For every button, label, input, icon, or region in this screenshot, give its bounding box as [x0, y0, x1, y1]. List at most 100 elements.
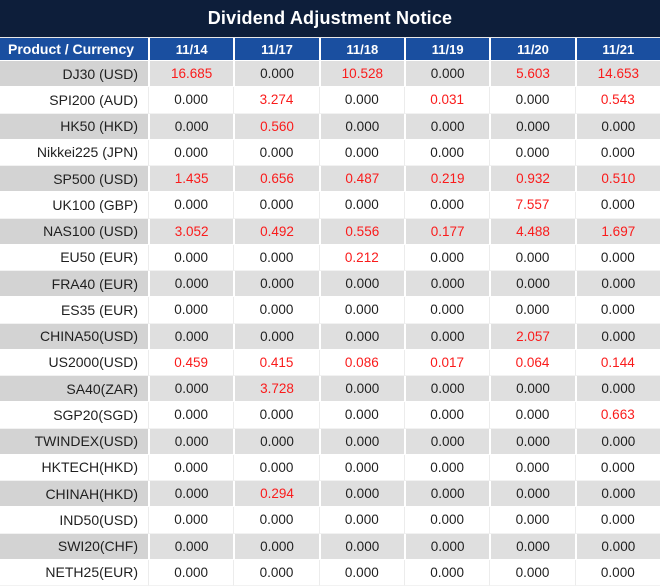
- value-cell: 0.000: [148, 559, 234, 586]
- value-cell: 0.000: [403, 507, 490, 534]
- table-row: HKTECH(HKD) 0.000 0.000 0.000 0.000 0.000 0.00…: [0, 454, 660, 481]
- page-title: Dividend Adjustment Notice: [0, 0, 660, 38]
- value-cell: 3.728: [233, 376, 319, 403]
- value-cell: 0.000: [318, 481, 404, 508]
- column-header-date: 11/17: [233, 38, 319, 61]
- value-cell: 0.000: [574, 271, 660, 298]
- column-header-date: 11/14: [148, 38, 234, 61]
- table-row: CHINA50(USD) 0.000 0.000 0.000 0.000 2.057 0.0…: [0, 323, 660, 350]
- value-cell: 0.000: [489, 139, 575, 166]
- product-cell: SA40(ZAR): [0, 376, 148, 403]
- value-cell: 0.000: [318, 559, 404, 586]
- value-cell: 0.000: [489, 113, 575, 140]
- value-cell: 0.000: [148, 454, 234, 481]
- value-cell: 3.052: [148, 218, 234, 245]
- value-cell: 0.000: [403, 454, 490, 481]
- product-cell: EU50 (EUR): [0, 244, 148, 271]
- value-cell: 0.560: [233, 113, 319, 140]
- value-cell: 0.177: [403, 218, 490, 245]
- table-row: FRA40 (EUR) 0.000 0.000 0.000 0.000 0.000 0.00…: [0, 271, 660, 298]
- value-cell: 0.000: [489, 428, 575, 455]
- value-cell: 1.697: [574, 218, 660, 245]
- value-cell: 0.000: [574, 559, 660, 586]
- value-cell: 0.000: [403, 61, 490, 88]
- table-row: SPI200 (AUD) 0.000 3.274 0.000 0.031 0.000 0.5…: [0, 87, 660, 114]
- value-cell: 0.000: [148, 428, 234, 455]
- value-cell: 4.488: [489, 218, 575, 245]
- value-cell: 10.528: [318, 61, 404, 88]
- product-cell: CHINA50(USD): [0, 323, 148, 350]
- value-cell: 0.000: [148, 271, 234, 298]
- value-cell: 0.000: [574, 113, 660, 140]
- product-cell: SWI20(CHF): [0, 533, 148, 560]
- dividend-table: Product / Currency 11/14 11/17 11/18 11/…: [0, 38, 660, 586]
- value-cell: 0.000: [489, 402, 575, 429]
- value-cell: 0.000: [318, 192, 404, 219]
- table-row: SWI20(CHF) 0.000 0.000 0.000 0.000 0.000 0.000: [0, 533, 660, 560]
- table-row: HK50 (HKD) 0.000 0.560 0.000 0.000 0.000 0.000: [0, 113, 660, 140]
- value-cell: 0.000: [148, 376, 234, 403]
- product-cell: NETH25(EUR): [0, 559, 148, 586]
- value-cell: 0.000: [574, 481, 660, 508]
- value-cell: 0.000: [403, 481, 490, 508]
- value-cell: 0.144: [574, 349, 660, 376]
- value-cell: 0.000: [233, 559, 319, 586]
- value-cell: 0.086: [318, 349, 404, 376]
- value-cell: 0.000: [233, 533, 319, 560]
- value-cell: 1.435: [148, 166, 234, 193]
- value-cell: 0.000: [148, 192, 234, 219]
- value-cell: 0.000: [233, 428, 319, 455]
- table-row: Nikkei225 (JPN) 0.000 0.000 0.000 0.000 0.000…: [0, 139, 660, 166]
- product-cell: Nikkei225 (JPN): [0, 139, 148, 166]
- table-row: EU50 (EUR) 0.000 0.000 0.212 0.000 0.000 0.000: [0, 244, 660, 271]
- column-header-date: 11/19: [403, 38, 490, 61]
- table-row: SA40(ZAR) 0.000 3.728 0.000 0.000 0.000 0.000: [0, 376, 660, 403]
- value-cell: 0.000: [403, 244, 490, 271]
- product-cell: UK100 (GBP): [0, 192, 148, 219]
- value-cell: 0.000: [233, 323, 319, 350]
- value-cell: 0.219: [403, 166, 490, 193]
- value-cell: 0.000: [489, 507, 575, 534]
- value-cell: 0.000: [489, 376, 575, 403]
- value-cell: 0.000: [318, 323, 404, 350]
- value-cell: 0.000: [403, 533, 490, 560]
- value-cell: 0.556: [318, 218, 404, 245]
- value-cell: 0.000: [233, 402, 319, 429]
- value-cell: 0.000: [318, 297, 404, 324]
- value-cell: 0.000: [574, 244, 660, 271]
- value-cell: 0.000: [148, 323, 234, 350]
- product-cell: SP500 (USD): [0, 166, 148, 193]
- table-row: SP500 (USD) 1.435 0.656 0.487 0.219 0.932 0.51…: [0, 166, 660, 193]
- value-cell: 0.000: [489, 271, 575, 298]
- value-cell: 0.000: [489, 559, 575, 586]
- value-cell: 0.000: [148, 533, 234, 560]
- value-cell: 0.000: [148, 402, 234, 429]
- value-cell: 0.000: [148, 297, 234, 324]
- value-cell: 0.000: [574, 297, 660, 324]
- product-cell: DJ30 (USD): [0, 61, 148, 88]
- value-cell: 0.000: [403, 297, 490, 324]
- value-cell: 0.000: [318, 139, 404, 166]
- value-cell: 0.487: [318, 166, 404, 193]
- value-cell: 0.000: [489, 454, 575, 481]
- value-cell: 0.000: [233, 507, 319, 534]
- product-cell: IND50(USD): [0, 507, 148, 534]
- column-header-date: 11/20: [489, 38, 575, 61]
- value-cell: 0.000: [574, 507, 660, 534]
- value-cell: 2.057: [489, 323, 575, 350]
- value-cell: 0.000: [489, 533, 575, 560]
- value-cell: 0.000: [318, 454, 404, 481]
- table-row: US2000(USD) 0.459 0.415 0.086 0.017 0.064 0.14…: [0, 349, 660, 376]
- product-cell: US2000(USD): [0, 349, 148, 376]
- value-cell: 7.557: [489, 192, 575, 219]
- table-row: TWINDEX(USD) 0.000 0.000 0.000 0.000 0.000 0.0…: [0, 428, 660, 455]
- value-cell: 16.685: [148, 61, 234, 88]
- value-cell: 0.000: [403, 113, 490, 140]
- value-cell: 0.000: [318, 507, 404, 534]
- value-cell: 0.000: [574, 454, 660, 481]
- value-cell: 0.000: [403, 376, 490, 403]
- table-body: DJ30 (USD) 16.685 0.000 10.528 0.000 5.603 14.…: [0, 61, 660, 586]
- product-cell: HK50 (HKD): [0, 113, 148, 140]
- value-cell: 0.000: [148, 113, 234, 140]
